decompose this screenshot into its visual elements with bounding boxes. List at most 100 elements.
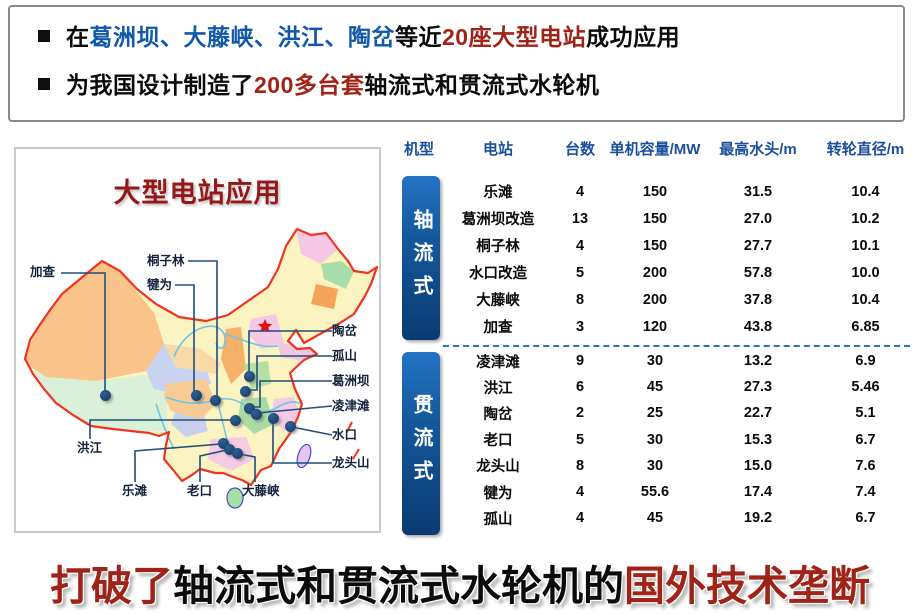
unit-count: 5 <box>575 264 585 281</box>
station-dot <box>99 389 111 401</box>
col-header-capacity: 单机容量/MW <box>609 141 701 158</box>
unit-capacity-mw: 150 <box>642 183 668 200</box>
runner-diameter-m: 10.4 <box>851 291 880 308</box>
text-segment: 葛洲坝、大藤峡、洪江、陶岔 <box>89 24 395 50</box>
bullet-text: 为我国设计制造了200多台套轴流式和贯流式水轮机 <box>66 70 599 100</box>
max-head-m: 19.2 <box>743 510 773 527</box>
unit-capacity-mw: 150 <box>642 237 668 254</box>
station-dot <box>223 443 235 455</box>
text-segment: 成功应用 <box>586 24 681 50</box>
unit-count: 4 <box>575 510 585 527</box>
group-separator <box>443 345 910 347</box>
runner-diameter-m: 5.46 <box>851 379 880 396</box>
station-dot <box>243 402 255 414</box>
station-leader-line <box>238 453 256 482</box>
runner-diameter-m: 5.1 <box>855 405 876 422</box>
station-name: 大藤峡 <box>476 293 520 309</box>
station-label: 大藤峡 <box>242 484 280 498</box>
text-segment: 在 <box>66 24 90 50</box>
taiwan-island <box>296 443 312 469</box>
runner-diameter-m: 7.6 <box>855 457 876 474</box>
max-head-m: 27.3 <box>743 379 773 396</box>
unit-capacity-mw: 25 <box>646 405 664 422</box>
unit-capacity-mw: 55.6 <box>640 484 670 501</box>
station-table: 机型 电站 台数 单机容量/MW 最高水头/m 转轮直径/m 轴流式 乐滩 4 150… <box>402 140 918 540</box>
max-head-m: 17.4 <box>743 484 773 501</box>
station-name: 桐子林 <box>476 239 520 255</box>
unit-capacity-mw: 30 <box>646 431 664 448</box>
table-group-rows: 乐滩 4 150 31.5 10.4 葛洲坝改造 13 150 27.0 10.2 桐子林 4 150 2… <box>443 178 918 340</box>
text-segment: 为我国设计制造了 <box>66 72 254 98</box>
machine-type-bar: 贯流式 <box>402 352 440 535</box>
station-leader-line <box>247 355 332 391</box>
bullet-item: 为我国设计制造了200多台套轴流式和贯流式水轮机 <box>38 70 599 100</box>
station-dot <box>284 420 296 432</box>
station-leader-line <box>89 419 233 439</box>
station-leader-line <box>291 426 333 436</box>
bullet-square-icon <box>38 78 50 90</box>
runner-diameter-m: 10.2 <box>851 210 880 227</box>
text-segment: 打破了 <box>50 563 173 609</box>
station-name: 孤山 <box>483 511 513 528</box>
text-segment: 国外技术垄断 <box>624 563 870 609</box>
table-group-rows: 凌津滩 9 30 13.2 6.9 洪江 6 45 27.3 5.46 陶岔 2 25 22.7 5.1 老口… <box>443 348 918 531</box>
max-head-m: 57.8 <box>743 264 773 281</box>
runner-diameter-m: 6.7 <box>855 431 876 448</box>
station-leader-line <box>175 284 195 393</box>
table-row: 孤山 4 45 19.2 6.7 <box>443 505 918 531</box>
runner-diameter-m: 6.85 <box>851 318 880 335</box>
unit-capacity-mw: 45 <box>646 510 664 527</box>
table-row: 大藤峡 8 200 37.8 10.4 <box>443 286 918 313</box>
station-label: 乐滩 <box>122 484 148 498</box>
station-label: 水口 <box>332 428 358 442</box>
table-row: 水口改造 5 200 57.8 10.0 <box>443 259 918 286</box>
station-name: 凌津滩 <box>476 354 520 371</box>
station-name: 龙头山 <box>476 459 520 476</box>
bullet-text: 在葛洲坝、大藤峡、洪江、陶岔等近20座大型电站成功应用 <box>66 22 680 52</box>
max-head-m: 27.0 <box>743 210 773 227</box>
china-border <box>23 227 379 487</box>
station-leader-line <box>257 405 333 414</box>
text-segment: 轴流式和贯流式水轮机 <box>364 72 600 98</box>
col-header-station: 电站 <box>482 141 513 158</box>
unit-count: 9 <box>575 353 585 370</box>
bullet-square-icon <box>38 30 50 42</box>
unit-count: 2 <box>575 405 585 422</box>
station-name: 葛洲坝改造 <box>461 212 535 228</box>
text-segment: 200多台套 <box>254 72 365 98</box>
table-row: 犍为 4 55.6 17.4 7.4 <box>443 479 918 505</box>
unit-capacity-mw: 150 <box>642 210 668 227</box>
unit-count: 4 <box>575 183 585 200</box>
station-label: 加查 <box>30 265 56 279</box>
station-name: 洪江 <box>483 380 513 397</box>
table-row: 桐子林 4 150 27.7 10.1 <box>443 232 918 259</box>
max-head-m: 22.7 <box>743 405 773 422</box>
unit-count: 3 <box>575 318 585 335</box>
unit-count: 8 <box>575 457 585 474</box>
station-dot <box>239 385 251 397</box>
china-map <box>23 227 379 509</box>
text-segment: 等近 <box>395 24 442 50</box>
station-dot <box>267 412 279 424</box>
col-header-runner-diameter: 转轮直径/m <box>826 141 905 158</box>
station-name: 老口 <box>483 433 513 450</box>
table-row: 老口 5 30 15.3 6.7 <box>443 427 918 453</box>
station-label: 陶岔 <box>332 324 358 338</box>
unit-count: 4 <box>575 237 585 254</box>
max-head-m: 43.8 <box>743 318 773 335</box>
station-label: 老口 <box>187 484 213 498</box>
table-row: 乐滩 4 150 31.5 10.4 <box>443 178 918 205</box>
map-panel: 大型电站应用 加查 桐子林 犍为 陶岔 孤山 葛洲坝 凌津滩 水口 龙头山 洪江 乐滩 老口 大藤峡 <box>14 147 381 533</box>
col-header-max-head: 最高水头/m <box>719 141 797 158</box>
coast-dashes <box>346 421 360 460</box>
table-row: 洪江 6 45 27.3 5.46 <box>443 374 918 400</box>
table-row: 加查 3 120 43.8 6.85 <box>443 313 918 340</box>
station-label: 桐子林 <box>147 254 185 268</box>
runner-diameter-m: 6.9 <box>855 353 876 370</box>
station-leader-line <box>188 260 218 398</box>
max-head-m: 31.5 <box>743 183 773 200</box>
hainan-island <box>226 487 244 509</box>
table-row: 凌津滩 9 30 13.2 6.9 <box>443 348 918 374</box>
unit-capacity-mw: 200 <box>642 264 668 281</box>
